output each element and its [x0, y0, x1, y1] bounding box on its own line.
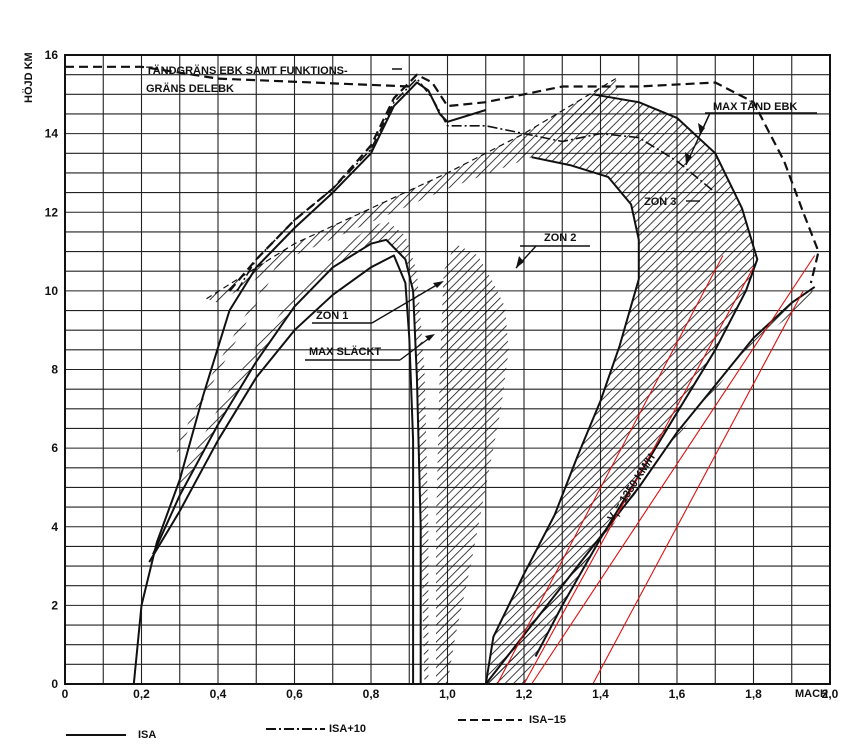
legend-label-isa-plus10: ISA+10: [329, 723, 366, 735]
annotation-max-slackt: MAX SLÄCKT: [305, 334, 435, 361]
red-reference-line: [592, 290, 804, 685]
annotation-max-tand: MAX TÄND EBK: [685, 100, 817, 166]
y-tick-label: 0: [51, 677, 58, 691]
annotation-zon1: ZON 1: [312, 281, 444, 324]
series-zon3-right: [534, 93, 759, 657]
series-zon1-outer: [152, 238, 422, 684]
tick-labels: 0 0,2 0,4 0,6 0,8 1,0 1,2 1,4 1,6 1,8 2,0 0 2 4 6 8 10 12…: [45, 48, 839, 701]
hatched-zones: [175, 78, 815, 685]
y-tick-label: 12: [45, 205, 59, 219]
y-tick-label: 14: [45, 127, 59, 141]
series-tandgrans-diagonal: [206, 78, 617, 300]
x-tick-label: 1,6: [669, 687, 686, 701]
zon1-hatched-band: [179, 220, 429, 684]
x-tick-label: 1,0: [439, 687, 456, 701]
y-tick-label: 16: [45, 48, 59, 62]
annotation-zon3: ZON 3: [644, 196, 700, 208]
x-tick-label: 2,0: [822, 687, 839, 701]
plot-frame: [64, 54, 831, 685]
red-reference-line: [523, 267, 754, 685]
legend-label-isa-minus15: ISA−15: [529, 714, 566, 726]
annotation-tandgrans-line1: TÄNDGRÄNS EBK SAMT FUNKTIONS-: [146, 64, 348, 77]
zon3-hatched-region: [485, 94, 758, 685]
chart-series: [65, 65, 820, 685]
x-tick-label: 0,6: [286, 687, 303, 701]
annotation-zon1-text: ZON 1: [316, 310, 348, 322]
legend-label-isa: ISA: [138, 729, 156, 741]
y-tick-label: 6: [51, 441, 58, 455]
legend-item-isa-plus10: ISA+10: [266, 723, 366, 735]
upper-hatched-band: [206, 78, 620, 303]
x-tick-label: 0,4: [210, 687, 227, 701]
y-axis-title: HÖJD KM: [22, 52, 35, 103]
legend-item-isa: ISA: [66, 729, 156, 741]
series-max-slackt: [148, 254, 415, 684]
red-reference-line: [496, 255, 724, 685]
x-tick-label: 1,4: [592, 687, 609, 701]
x-axis-title: MACH: [795, 688, 828, 700]
zon2-hatched-region: [436, 243, 509, 684]
annotation-tandgrans-line2: GRÄNS DELEBK: [146, 82, 234, 95]
y-tick-label: 4: [51, 520, 58, 534]
annotation-zon2: ZON 2: [515, 232, 590, 269]
x-tick-label: 1,8: [745, 687, 762, 701]
x-tick-label: 1,2: [516, 687, 533, 701]
vi-sub: i: [614, 512, 623, 519]
annotation-max-slackt-text: MAX SLÄCKT: [309, 345, 381, 358]
annotation-zon3-text: ZON 3: [644, 196, 676, 208]
x-tick-label: 0: [62, 687, 69, 701]
y-tick-label: 10: [45, 284, 59, 298]
series-envelope-isa-minus15: [228, 73, 820, 292]
annotation-tandgrans: TÄNDGRÄNS EBK SAMT FUNKTIONS- GRÄNS DELE…: [146, 64, 402, 95]
annotation-zon2-text: ZON 2: [544, 232, 576, 244]
y-tick-label: 2: [51, 598, 58, 612]
series-tandgrans: [65, 65, 410, 88]
legend-item-isa-minus15: ISA−15: [458, 714, 566, 726]
x-tick-label: 0,2: [133, 687, 150, 701]
legend: ISA ISA+10 ISA−15: [66, 714, 566, 741]
red-reference-line: [531, 255, 816, 685]
x-tick-label: 0,8: [363, 687, 380, 701]
vi-hatched-band: [485, 286, 815, 684]
y-tick-label: 8: [51, 363, 58, 377]
annotation-max-tand-text: MAX TÄND EBK: [713, 100, 797, 113]
series-vi-1350: [485, 286, 816, 685]
series-zon3-left: [484, 156, 640, 685]
